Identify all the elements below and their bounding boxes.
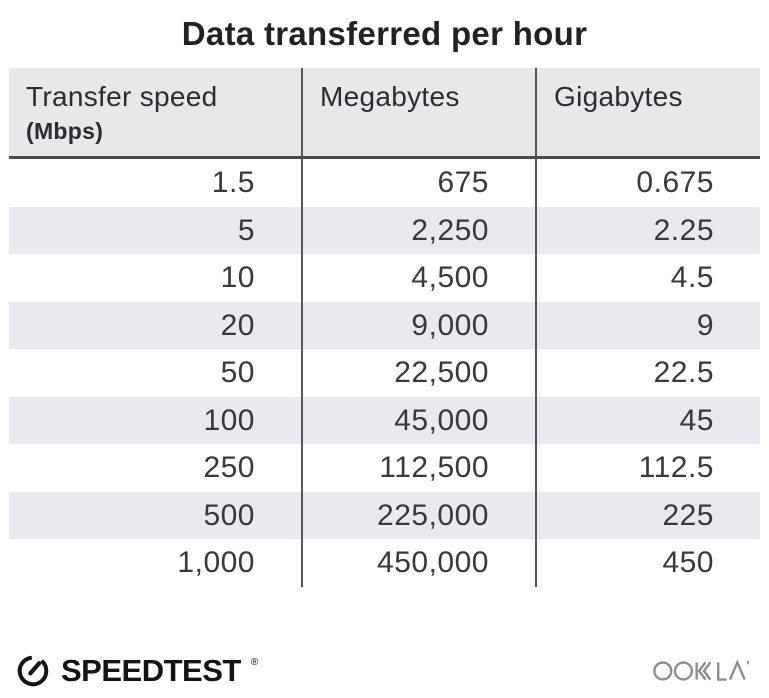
cell-transfer-speed: 1,000 [9, 539, 303, 587]
speedtest-wordmark: SPEEDTEST [61, 652, 241, 688]
table-row: 500 225,000 225 [9, 491, 760, 539]
column-header-megabytes: Megabytes [303, 68, 537, 156]
data-table: Transfer speed (Mbps) Megabytes Gigabyte… [9, 68, 760, 587]
cell-gigabytes: 2.25 [653, 213, 714, 247]
cell-megabytes: 112,500 [303, 444, 537, 492]
cell-megabytes: 2,250 [303, 206, 537, 254]
cell-transfer-speed: 50 [9, 349, 303, 397]
cell-transfer-speed: 10 [9, 254, 303, 302]
table-header-row: Transfer speed (Mbps) Megabytes Gigabyte… [9, 68, 760, 159]
column-header-gigabytes: Gigabytes [554, 81, 683, 112]
footer: SPEEDTEST ® [0, 646, 769, 694]
cell-megabytes: 22,500 [303, 349, 537, 397]
cell-gigabytes: 0.675 [636, 166, 714, 199]
column-header-mbps-unit: (Mbps) [26, 118, 104, 144]
table-row: 250 112,500 112.5 [9, 444, 760, 492]
table-body: 1.5 675 0.675 5 2,250 2.25 10 4,500 4.5 … [9, 159, 760, 587]
cell-gigabytes: 225 [662, 498, 714, 532]
cell-transfer-speed: 5 [9, 206, 303, 254]
cell-megabytes: 225,000 [303, 491, 537, 539]
cell-transfer-speed: 500 [9, 491, 303, 539]
table-row: 1,000 450,000 450 [9, 539, 760, 587]
cell-megabytes: 675 [303, 159, 537, 207]
registered-trademark-icon: ® [250, 657, 259, 668]
table-row: 50 22,500 22.5 [9, 349, 760, 397]
ookla-logo [653, 654, 755, 686]
cell-megabytes: 450,000 [303, 539, 537, 587]
cell-transfer-speed: 1.5 [9, 159, 303, 207]
cell-gigabytes: 450 [662, 546, 714, 579]
column-header-transfer-speed-label: Transfer speed [26, 81, 218, 112]
table-row: 5 2,250 2.25 [9, 206, 760, 254]
cell-megabytes: 9,000 [303, 301, 537, 349]
column-header-transfer-speed: Transfer speed (Mbps) [9, 68, 303, 156]
cell-gigabytes: 112.5 [638, 451, 714, 484]
page-title: Data transferred per hour [181, 15, 588, 52]
ookla-wordmark-icon [653, 659, 749, 681]
cell-gigabytes: 4.5 [670, 261, 714, 294]
table-row: 10 4,500 4.5 [9, 254, 760, 302]
cell-megabytes: 45,000 [303, 396, 537, 444]
cell-gigabytes: 9 [696, 308, 714, 342]
cell-gigabytes: 45 [679, 403, 714, 437]
table-row: 100 45,000 45 [9, 396, 760, 444]
cell-gigabytes: 22.5 [653, 356, 714, 389]
cell-megabytes: 4,500 [303, 254, 537, 302]
table-row: 20 9,000 9 [9, 301, 760, 349]
speedtest-gauge-icon [17, 655, 49, 687]
cell-transfer-speed: 100 [9, 396, 303, 444]
cell-transfer-speed: 250 [9, 444, 303, 492]
cell-transfer-speed: 20 [9, 301, 303, 349]
table-row: 1.5 675 0.675 [9, 159, 760, 207]
speedtest-logo: SPEEDTEST ® [14, 651, 258, 689]
